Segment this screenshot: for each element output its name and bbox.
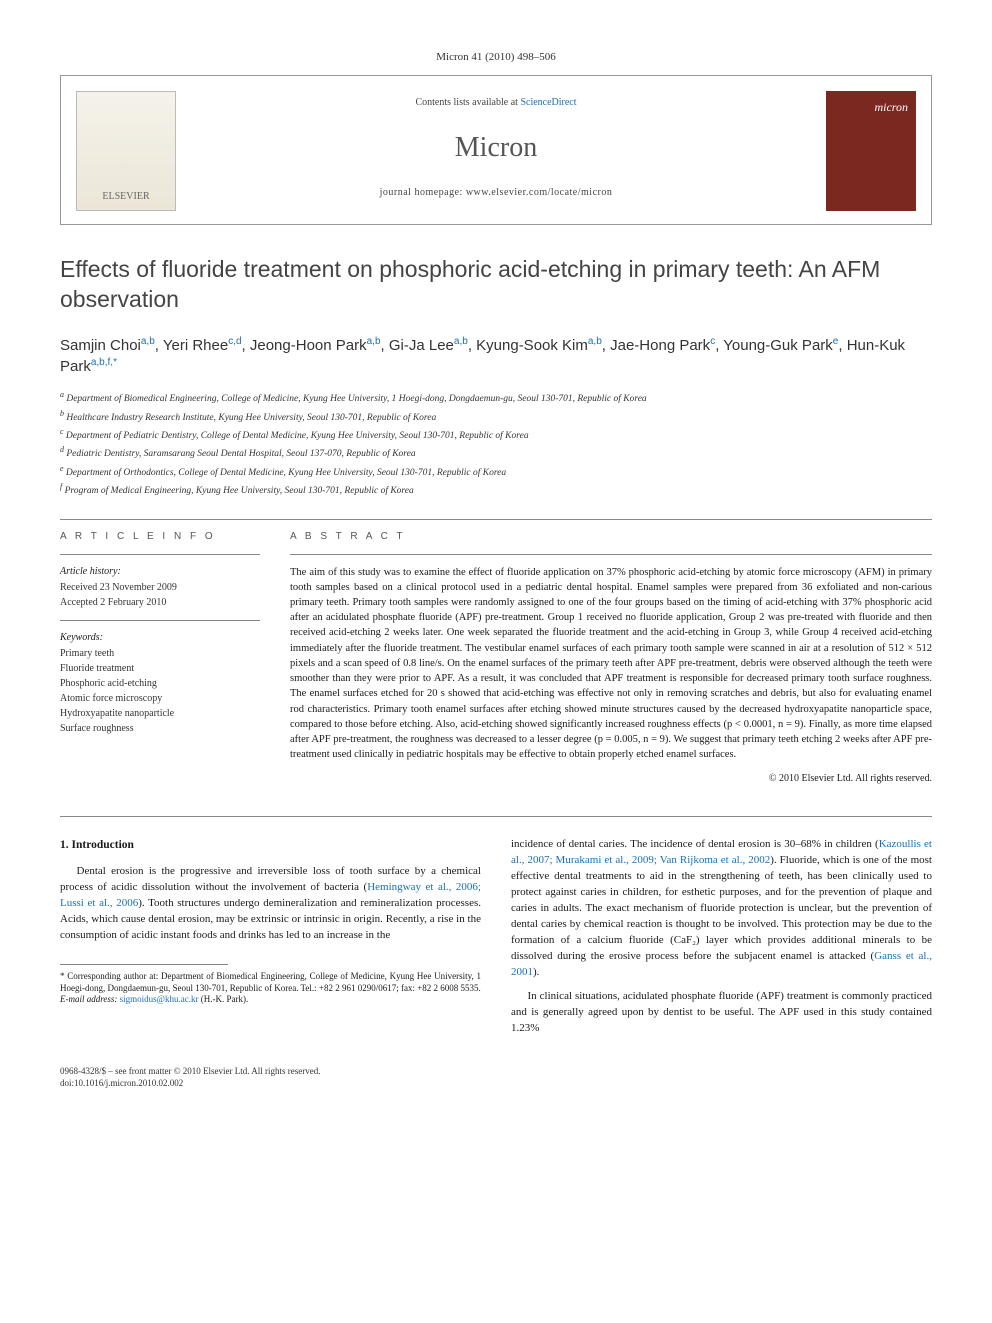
body-paragraph: Dental erosion is the progressive and ir… bbox=[60, 864, 481, 944]
elsevier-logo: ELSEVIER bbox=[76, 91, 176, 211]
corresponding-author-footnote: * Corresponding author at: Department of… bbox=[60, 971, 481, 994]
front-matter-notice: 0968-4328/$ – see front matter © 2010 El… bbox=[60, 1065, 321, 1078]
email-footnote: E-mail address: sigmoidus@khu.ac.kr (H.-… bbox=[60, 994, 481, 1006]
author-affiliation-ref: a,b bbox=[367, 336, 381, 347]
copyright-notice: © 2010 Elsevier Ltd. All rights reserved… bbox=[290, 772, 932, 786]
affiliation-item: b Healthcare Industry Research Institute… bbox=[60, 408, 932, 425]
journal-cover-thumb: micron bbox=[826, 91, 916, 211]
author-name: Yeri Rhee bbox=[163, 337, 228, 354]
author-name: Jeong-Hoon Park bbox=[250, 337, 367, 354]
keyword-item: Surface roughness bbox=[60, 722, 260, 736]
keywords-label: Keywords: bbox=[60, 631, 260, 645]
affiliation-item: d Pediatric Dentistry, Saramsarang Seoul… bbox=[60, 444, 932, 461]
column-left: 1. Introduction Dental erosion is the pr… bbox=[60, 837, 481, 1044]
doi: doi:10.1016/j.micron.2010.02.002 bbox=[60, 1077, 321, 1090]
page-footer: 0968-4328/$ – see front matter © 2010 El… bbox=[60, 1065, 932, 1090]
journal-header: ELSEVIER Contents lists available at Sci… bbox=[60, 75, 932, 225]
contents-list-label: Contents lists available at ScienceDirec… bbox=[191, 96, 801, 110]
received-date: Received 23 November 2009 bbox=[60, 581, 260, 595]
divider bbox=[60, 519, 932, 520]
affiliation-item: f Program of Medical Engineering, Kyung … bbox=[60, 481, 932, 498]
body-text-fragment: ). Fluoride, which is one of the most ef… bbox=[511, 854, 932, 962]
author-affiliation-ref: a,b bbox=[141, 336, 155, 347]
journal-homepage: journal homepage: www.elsevier.com/locat… bbox=[191, 186, 801, 200]
journal-reference: Micron 41 (2010) 498–506 bbox=[60, 50, 932, 65]
keyword-item: Hydroxyapatite nanoparticle bbox=[60, 707, 260, 721]
authors-list: Samjin Choia,b, Yeri Rheec,d, Jeong-Hoon… bbox=[60, 335, 932, 377]
email-suffix: (H.-K. Park). bbox=[198, 994, 248, 1004]
author-affiliation-ref: a,b bbox=[588, 336, 602, 347]
body-text-fragment: ). bbox=[533, 966, 539, 978]
author-affiliation-ref: e bbox=[833, 336, 839, 347]
author-name: Gi-Ja Lee bbox=[389, 337, 454, 354]
contents-list-text: Contents lists available at bbox=[415, 97, 520, 108]
abstract-section: A B S T R A C T The aim of this study wa… bbox=[290, 530, 932, 787]
email-link[interactable]: sigmoidus@khu.ac.kr bbox=[120, 994, 199, 1004]
author-affiliation-ref: c bbox=[710, 336, 715, 347]
article-info-heading: A R T I C L E I N F O bbox=[60, 530, 260, 544]
article-info-sidebar: A R T I C L E I N F O Article history: R… bbox=[60, 530, 260, 787]
keyword-item: Phosphoric acid-etching bbox=[60, 677, 260, 691]
footnote-separator bbox=[60, 964, 228, 965]
email-label: E-mail address: bbox=[60, 994, 120, 1004]
author-name: Jae-Hong Park bbox=[610, 337, 710, 354]
affiliation-item: e Department of Orthodontics, College of… bbox=[60, 463, 932, 480]
author-name: Samjin Choi bbox=[60, 337, 141, 354]
affiliation-item: c Department of Pediatric Dentistry, Col… bbox=[60, 426, 932, 443]
body-text: 1. Introduction Dental erosion is the pr… bbox=[60, 837, 932, 1044]
column-right: incidence of dental caries. The incidenc… bbox=[511, 837, 932, 1044]
sciencedirect-link[interactable]: ScienceDirect bbox=[520, 97, 576, 108]
affiliation-item: a Department of Biomedical Engineering, … bbox=[60, 389, 932, 406]
author-name: Kyung-Sook Kim bbox=[476, 337, 588, 354]
journal-name: Micron bbox=[191, 128, 801, 167]
history-label: Article history: bbox=[60, 565, 260, 579]
author-name: Young-Guk Park bbox=[723, 337, 833, 354]
keyword-item: Atomic force microscopy bbox=[60, 692, 260, 706]
body-paragraph: In clinical situations, acidulated phosp… bbox=[511, 989, 932, 1037]
divider bbox=[60, 816, 932, 817]
abstract-text: The aim of this study was to examine the… bbox=[290, 565, 932, 763]
author-affiliation-ref: a,b bbox=[454, 336, 468, 347]
keyword-item: Fluoride treatment bbox=[60, 662, 260, 676]
body-text-fragment: incidence of dental caries. The incidenc… bbox=[511, 838, 879, 850]
article-title: Effects of fluoride treatment on phospho… bbox=[60, 255, 932, 315]
accepted-date: Accepted 2 February 2010 bbox=[60, 596, 260, 610]
author-affiliation-ref: c,d bbox=[228, 336, 241, 347]
body-paragraph: incidence of dental caries. The incidenc… bbox=[511, 837, 932, 980]
keyword-item: Primary teeth bbox=[60, 647, 260, 661]
author-affiliation-ref: a,b,f,* bbox=[91, 357, 117, 368]
section-heading-intro: 1. Introduction bbox=[60, 837, 481, 854]
abstract-heading: A B S T R A C T bbox=[290, 530, 932, 544]
affiliations-list: a Department of Biomedical Engineering, … bbox=[60, 389, 932, 498]
